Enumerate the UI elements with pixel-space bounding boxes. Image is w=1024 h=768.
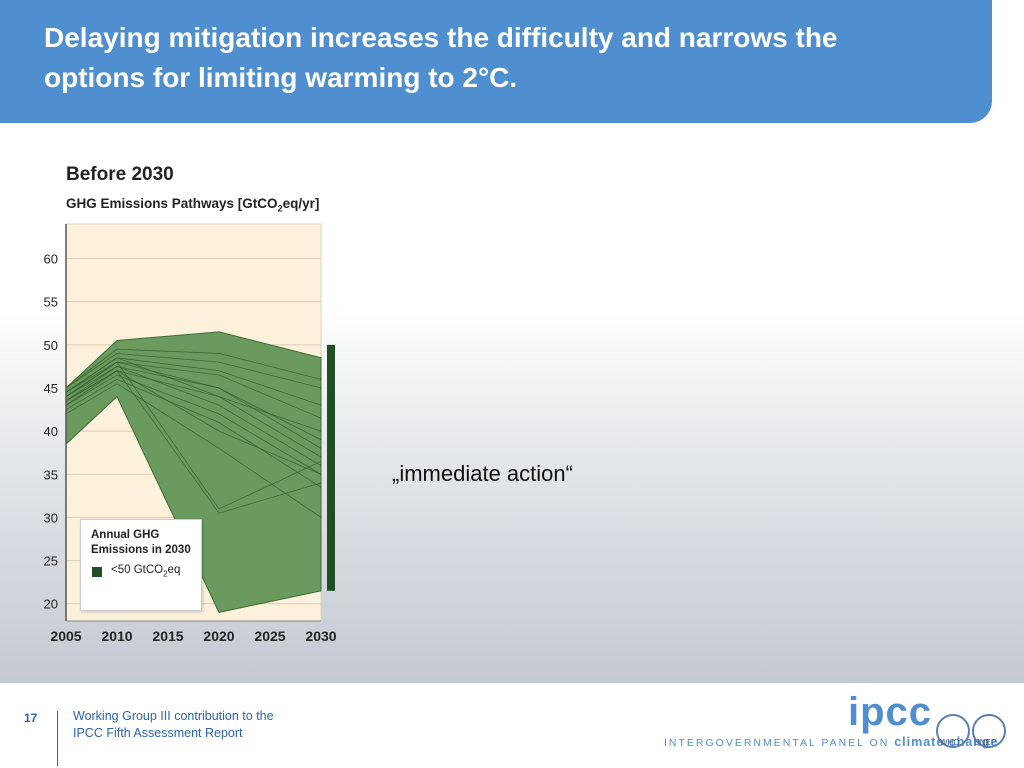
pathway-lines — [65, 348, 322, 518]
pathway-line-10 — [65, 361, 322, 510]
legend-title: Annual GHG Emissions in 2030 — [91, 529, 191, 556]
y-tick-label-25: 25 — [44, 554, 58, 569]
y-tick-label-35: 35 — [44, 467, 58, 482]
y-tick-labels: 20 25 30 35 40 45 50 55 60 — [44, 252, 58, 612]
footer-text: Working Group III contribution to the IP… — [73, 708, 274, 742]
footer-divider — [57, 711, 58, 766]
legend-label-end: eq — [167, 564, 181, 576]
y-tick-label-60: 60 — [44, 252, 58, 267]
y-tick-label-50: 50 — [44, 338, 58, 353]
x-tick-labels: 2005 2010 2015 2020 2025 2030 — [50, 628, 336, 644]
slide-title: Delaying mitigation increases the diffic… — [44, 22, 838, 93]
ipcc-logo: ipcc — [848, 690, 933, 734]
chart-legend: Annual GHG Emissions in 2030 <50 GtCO2eq — [80, 519, 202, 611]
pathway-line-6 — [65, 374, 322, 475]
range-2030-bar — [327, 344, 335, 591]
y-tick-label-20: 20 — [44, 597, 58, 612]
unep-emblem-icon — [972, 714, 1006, 748]
footer — [0, 683, 1024, 768]
x-tick-label-2025: 2025 — [254, 628, 285, 644]
legend-label: <50 GtCO2eq — [111, 564, 180, 578]
who-emblem-icon — [936, 714, 970, 748]
legend-label-main: <50 GtCO — [111, 564, 164, 576]
pathway-line-15 — [65, 370, 322, 432]
y-tick-label-45: 45 — [44, 381, 58, 396]
x-tick-label-2010: 2010 — [101, 628, 132, 644]
pathway-line-12 — [65, 353, 322, 389]
y-tick-label-55: 55 — [44, 295, 58, 310]
footer-line-2: IPCC Fifth Assessment Report — [73, 726, 243, 740]
x-tick-label-2005: 2005 — [50, 628, 81, 644]
chart-title: Before 2030 — [66, 164, 174, 185]
y-tick-label-40: 40 — [44, 424, 58, 439]
pathway-line-11 — [65, 370, 322, 514]
footer-line-1: Working Group III contribution to the — [73, 709, 274, 723]
immediate-action-quote: „immediate action“ — [392, 461, 573, 486]
x-tick-label-2030: 2030 — [305, 628, 336, 644]
legend-swatch — [92, 567, 102, 577]
x-tick-label-2015: 2015 — [152, 628, 183, 644]
pathway-line-5 — [65, 357, 322, 458]
who-label: WHO — [940, 738, 960, 747]
tagline-prefix: INTERGOVERNMENTAL PANEL ON — [664, 737, 890, 749]
header-banner: Delaying mitigation increases the diffic… — [0, 0, 992, 123]
pathway-line-14 — [65, 361, 322, 419]
chart-subtitle-subscript: 2 — [277, 203, 283, 214]
pathway-line-2 — [65, 348, 322, 389]
pathway-line-8 — [65, 365, 322, 466]
chart-subtitle-main: GHG Emissions Pathways [GtCO — [66, 196, 278, 211]
chart-subtitle-end: eq/yr] — [282, 196, 320, 211]
pathway-line-13 — [65, 383, 322, 518]
x-tick-label-2020: 2020 — [203, 628, 234, 644]
unep-label: UNEP — [974, 738, 997, 747]
legend-label-subscript: 2 — [163, 569, 168, 579]
chart-subtitle: GHG Emissions Pathways [GtCO2eq/yr] — [66, 196, 319, 214]
ipcc-tagline: INTERGOVERNMENTAL PANEL ON climate chang… — [664, 735, 999, 749]
page-number: 17 — [24, 711, 38, 725]
y-tick-label-30: 30 — [44, 510, 58, 525]
